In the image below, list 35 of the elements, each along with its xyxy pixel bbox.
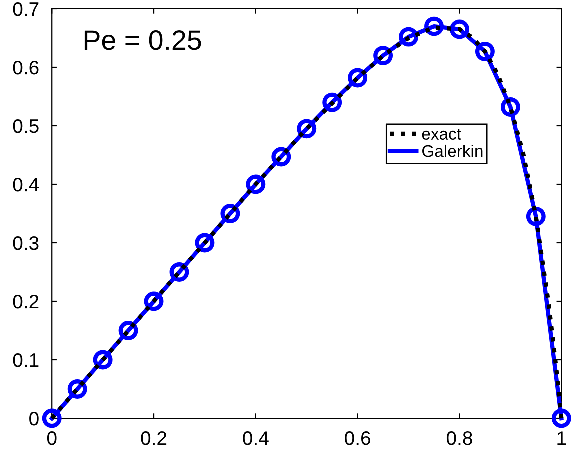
y-tick-label: 0.4: [13, 178, 40, 192]
x-tick-label: 1: [558, 432, 566, 446]
point: [424, 16, 444, 36]
point: [144, 292, 164, 312]
point: [118, 321, 138, 340]
y-tick-label: 0.5: [13, 119, 39, 134]
y-tick-label: 0: [30, 412, 39, 426]
y-tick-label: 0.7: [13, 2, 39, 16]
y-tick-label: 0.2: [13, 294, 39, 309]
point: [68, 380, 88, 399]
point: [374, 46, 394, 66]
x-tick-label: 0.2: [141, 432, 167, 446]
point: [297, 119, 317, 139]
x-tick-label: 0.4: [243, 432, 269, 446]
point: [348, 68, 368, 88]
point: [399, 27, 418, 47]
point: [42, 408, 62, 428]
point: [552, 408, 572, 428]
legend-label: Galerkin: [422, 144, 483, 158]
y-tick-label: 0.6: [13, 60, 39, 75]
point: [500, 98, 520, 118]
legend-label: exact: [422, 129, 462, 140]
x-tick-label: 0.8: [446, 432, 472, 446]
y-tick-label: 0.1: [13, 353, 39, 368]
point: [220, 204, 240, 224]
point: [195, 233, 215, 253]
point: [450, 20, 470, 40]
x-tick-label: 0.6: [345, 432, 370, 446]
point: [475, 42, 495, 62]
y-tick-label: 0.3: [13, 236, 39, 250]
point: [246, 174, 266, 194]
x-tick-label: 0: [47, 432, 57, 446]
point: [170, 262, 190, 282]
point: [322, 92, 342, 112]
annotation: Pe = 0.25: [84, 30, 202, 50]
